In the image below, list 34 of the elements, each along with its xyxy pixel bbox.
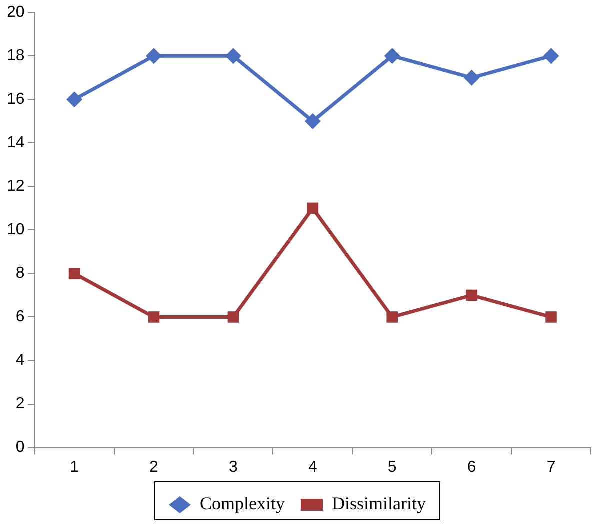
x-tick-label: 7 [546,458,556,476]
point [148,312,160,323]
y-tick-label: 16 [7,91,25,108]
point [384,48,400,64]
legend-label: Dissimilarity [332,494,426,514]
point [546,312,557,323]
point [386,312,398,323]
point [304,113,321,130]
x-tick-label: 3 [228,458,238,476]
point [464,70,480,86]
x-tick-label: 2 [150,458,159,476]
y-tick-label: 12 [7,178,25,196]
y-tick-label: 6 [16,308,25,326]
y-tick-label: 10 [7,222,25,239]
y-tick-label: 20 [7,4,25,22]
x-tick-label: 5 [388,458,397,476]
x-tick-label: 6 [467,458,476,476]
legend-label: Complexity [200,494,285,514]
x-tick-label: 4 [308,458,318,476]
point [228,312,240,323]
point [543,48,560,64]
point [307,202,319,214]
y-tick-label: 2 [16,396,25,413]
point [66,92,83,108]
y-tick-label: 18 [7,48,25,65]
y-tick-label: 0 [16,439,25,456]
x-tick-label: 1 [70,458,80,476]
y-tick-label: 8 [16,265,25,282]
y-tick-label: 4 [16,352,25,370]
y-tick-label: 14 [7,134,25,152]
point [225,48,242,64]
point [146,48,162,64]
point [466,290,478,302]
point [68,268,80,280]
